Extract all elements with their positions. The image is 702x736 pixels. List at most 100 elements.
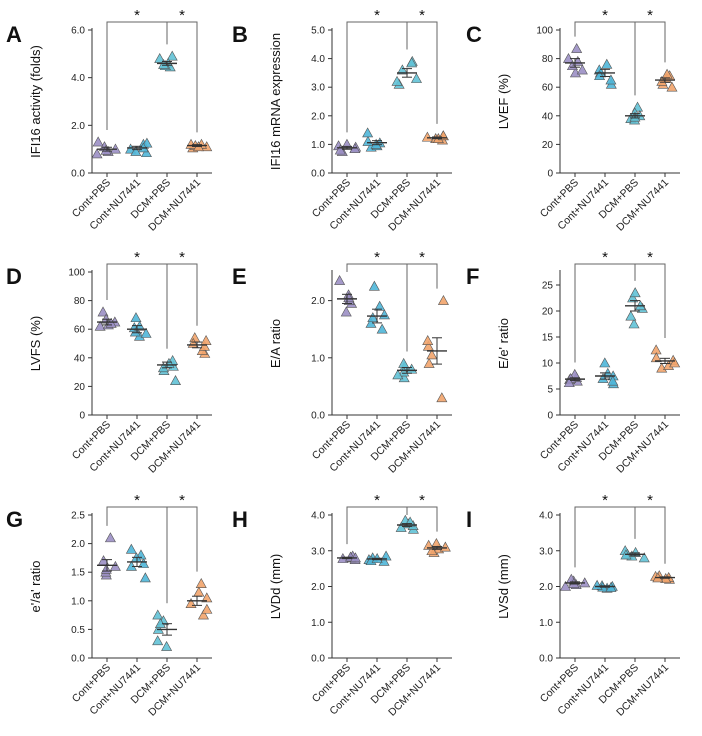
y-tick-label: 0.0 [71, 169, 85, 180]
panel-f: FE/e' ratio0510152025Cont+PBSCont+NU7441… [466, 249, 681, 476]
data-point [398, 357, 410, 368]
data-point [627, 292, 639, 303]
y-tick-label: 4.0 [311, 54, 325, 65]
significance-bracket [574, 263, 636, 363]
significance-bracket [166, 263, 198, 349]
y-tick-label: 2.0 [71, 539, 85, 550]
data-point [406, 57, 418, 68]
data-point [166, 50, 178, 61]
data-point [201, 592, 213, 603]
data-point [607, 375, 619, 386]
x-tick-label: DCM+NU7441 [614, 662, 671, 719]
significance-star: * [134, 7, 140, 24]
panel-letter: I [466, 507, 472, 532]
significance-star: * [179, 7, 185, 24]
data-point [370, 138, 382, 149]
data-point [656, 75, 668, 86]
y-tick-label: 5 [547, 385, 553, 396]
y-tick-label: 15 [542, 333, 554, 344]
y-tick-label: 1.0 [311, 140, 325, 151]
x-tick-label: DCM+NU7441 [386, 177, 443, 234]
y-tick-label: 5.0 [311, 26, 325, 37]
y-tick-label: 80 [542, 54, 554, 65]
data-point [396, 64, 408, 75]
significance-star: * [134, 492, 140, 509]
x-tick-label: DCM+NU7441 [146, 177, 203, 234]
significance-star: * [374, 492, 380, 509]
panel-g: Ge'/a' ratio0.00.51.01.52.02.5Cont+PBSCo… [6, 492, 213, 719]
data-point [436, 392, 448, 403]
data-point [426, 349, 438, 360]
data-point [392, 369, 404, 380]
y-tick-label: 80 [74, 296, 86, 307]
data-point [437, 294, 449, 305]
panel-b: B IFI16 mRNA expression 0.0 1.0 2.0 3.0 4.0 5.0… [232, 7, 452, 234]
data-point [130, 312, 142, 323]
significance-bracket [406, 506, 438, 532]
data-point [601, 58, 613, 69]
data-point [367, 312, 379, 323]
y-tick-label: 4.0 [71, 73, 85, 84]
y-tick-label: 40 [542, 111, 554, 122]
data-point [97, 306, 109, 317]
data-point [423, 539, 435, 550]
y-axis-label: LVDd (mm) [268, 554, 283, 619]
x-tick-label: DCM+NU7441 [146, 662, 203, 719]
data-point [391, 75, 403, 86]
data-point [193, 586, 205, 597]
data-point [638, 552, 650, 563]
panel-letter: G [6, 507, 23, 532]
panel-letter: B [232, 22, 248, 47]
data-point [625, 310, 637, 321]
y-tick-label: 40 [74, 353, 86, 364]
significance-bracket [574, 21, 636, 96]
y-tick-label: 4.0 [311, 511, 325, 522]
y-tick-label: 3.0 [311, 83, 325, 94]
y-axis-label: e'/a' ratio [28, 561, 43, 613]
significance-star: * [419, 249, 425, 266]
y-tick-label: 100 [536, 26, 553, 37]
panel-letter: E [232, 264, 247, 289]
significance-star: * [602, 249, 608, 266]
data-point [423, 357, 435, 368]
x-tick-label: DCM+NU7441 [614, 419, 671, 476]
y-tick-label: 0 [547, 169, 553, 180]
significance-star: * [134, 249, 140, 266]
data-point [410, 73, 422, 83]
significance-star: * [647, 249, 653, 266]
data-point [563, 377, 575, 388]
data-point [152, 635, 164, 646]
data-point [340, 306, 352, 317]
y-tick-label: 3.0 [539, 546, 553, 557]
data-point [576, 64, 588, 75]
data-point [94, 320, 106, 331]
significance-bracket [166, 21, 198, 133]
y-tick-label: 1.0 [539, 618, 553, 629]
data-point [395, 521, 407, 532]
data-point [169, 375, 182, 385]
y-tick-label: 20 [74, 382, 86, 393]
data-point [559, 580, 571, 591]
significance-bracket [634, 21, 666, 96]
data-point [189, 332, 201, 343]
y-tick-label: 1.0 [311, 618, 325, 629]
data-point [666, 81, 678, 92]
panel-letter: A [6, 22, 22, 47]
significance-star: * [647, 492, 653, 509]
panel-letter: H [232, 507, 248, 532]
y-axis-label: IFI16 activity (folds) [28, 45, 43, 158]
y-axis-label: E/e' ratio [496, 318, 511, 369]
panel-letter: F [466, 264, 479, 289]
data-point [669, 357, 681, 368]
y-axis-label: E/A ratio [268, 319, 283, 368]
y-tick-label: 1.0 [311, 353, 325, 364]
significance-bracket [406, 263, 438, 352]
x-tick-label: DCM+NU7441 [386, 662, 443, 719]
data-point [197, 609, 209, 620]
data-point [422, 335, 434, 345]
panel-letter: C [466, 22, 482, 47]
y-axis-label: IFI16 mRNA expression [268, 33, 283, 170]
y-axis-label: LVEF (%) [496, 74, 511, 129]
